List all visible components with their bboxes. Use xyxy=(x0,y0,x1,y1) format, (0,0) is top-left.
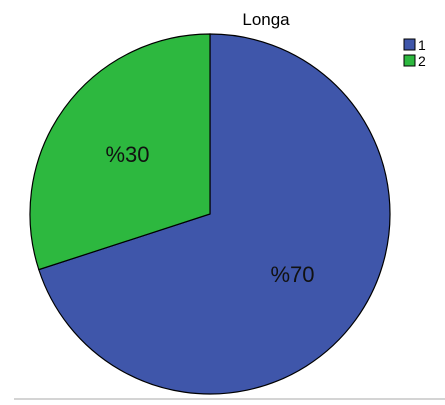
legend-swatch-2 xyxy=(403,54,416,67)
legend-label-1: 1 xyxy=(418,37,426,53)
pie-slices xyxy=(29,33,391,395)
legend-label-2: 2 xyxy=(418,53,426,69)
chart-title: Longa xyxy=(242,10,290,29)
pie-labels: %70 %30 xyxy=(105,142,314,287)
legend-swatch-1 xyxy=(403,38,416,51)
slice-label-1: %70 xyxy=(270,262,314,287)
pie-slice-1 xyxy=(38,33,391,395)
slice-label-2: %30 xyxy=(105,142,149,167)
legend: 12 xyxy=(403,37,426,69)
pie-slice-2 xyxy=(29,33,211,271)
